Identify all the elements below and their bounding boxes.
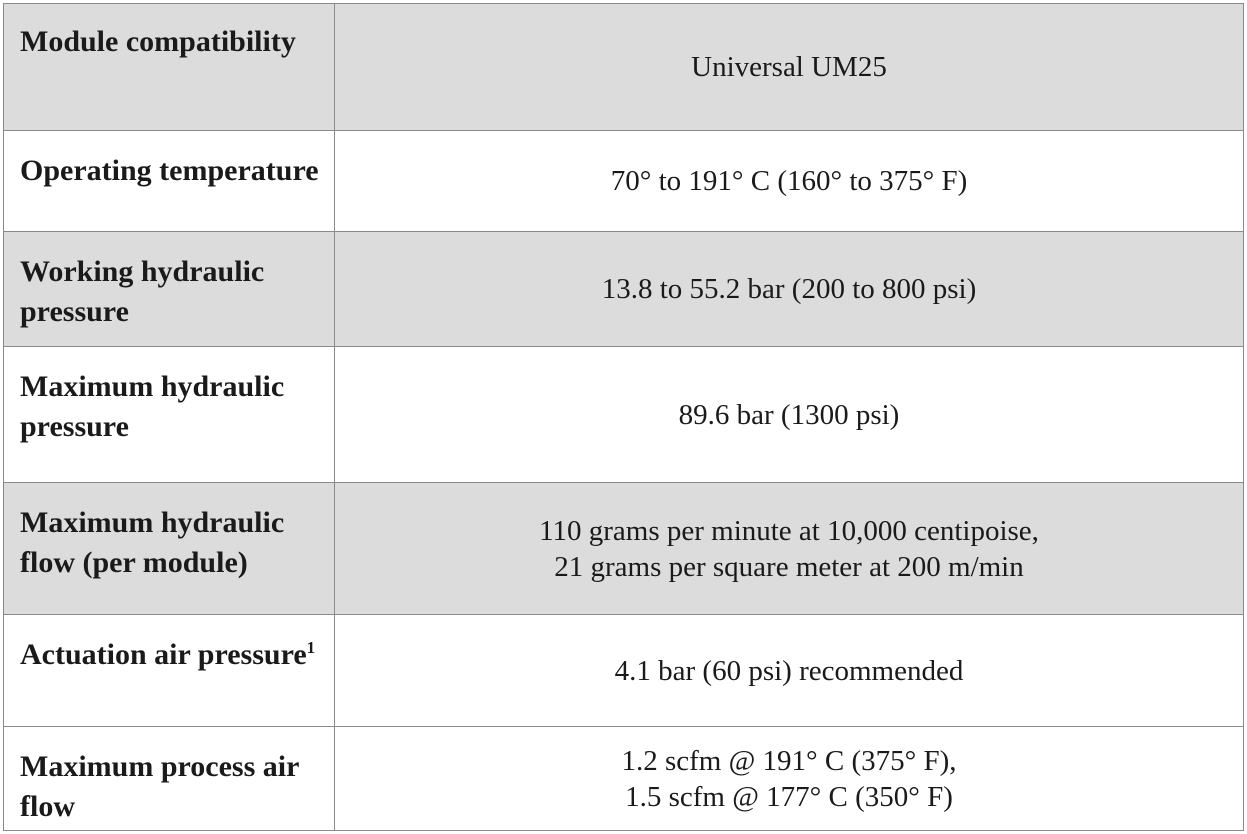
- row-value: 1.2 scfm @ 191° C (375° F), 1.5 scfm @ 17…: [334, 726, 1244, 831]
- value-line: Universal UM25: [691, 51, 887, 83]
- row-value: 110 grams per minute at 10,000 centipois…: [334, 482, 1244, 615]
- table-row: Operating temperature 70° to 191° C (160°…: [3, 130, 1244, 232]
- footnote-mark: 1: [306, 638, 316, 657]
- table-row: Actuation air pressure1 4.1 bar (60 psi) …: [3, 614, 1244, 727]
- row-label: Maximum process air flow: [3, 726, 335, 831]
- row-value: 89.6 bar (1300 psi): [334, 346, 1244, 483]
- row-label: Module compatibility: [3, 3, 335, 131]
- row-label: Operating temperature: [3, 130, 335, 232]
- table-row: Maximum hydraulic pressure 89.6 bar (1300…: [3, 346, 1244, 483]
- table-row: Working hydraulic pressure 13.8 to 55.2 b…: [3, 231, 1244, 347]
- row-label: Actuation air pressure1: [3, 614, 335, 727]
- label-text: Operating temperature: [20, 154, 319, 187]
- label-text: Working hydraulic pressure: [20, 255, 265, 328]
- label-text: Maximum hydraulic flow (per module): [20, 506, 285, 579]
- table-row: Maximum hydraulic flow (per module) 110 g…: [3, 482, 1244, 615]
- value-line: 1.2 scfm @ 191° C (375° F),: [621, 744, 957, 777]
- row-value: 13.8 to 55.2 bar (200 to 800 psi): [334, 231, 1244, 347]
- value-line: 110 grams per minute at 10,000 centipois…: [539, 514, 1039, 547]
- row-label: Working hydraulic pressure: [3, 231, 335, 347]
- value-line: 70° to 191° C (160° to 375° F): [610, 165, 968, 197]
- table-row: Module compatibility Universal UM25: [3, 3, 1244, 131]
- label-text: Maximum hydraulic pressure: [20, 370, 285, 443]
- value-line: 21 grams per square meter at 200 m/min: [554, 550, 1024, 583]
- table-row: Maximum process air flow 1.2 scfm @ 191° …: [3, 726, 1244, 831]
- row-label: Maximum hydraulic pressure: [3, 346, 335, 483]
- row-label: Maximum hydraulic flow (per module): [3, 482, 335, 615]
- value-line: 1.5 scfm @ 177° C (350° F): [625, 780, 953, 813]
- row-value: 70° to 191° C (160° to 375° F): [334, 130, 1244, 232]
- label-text: Actuation air pressure: [20, 638, 307, 671]
- row-value: Universal UM25: [334, 3, 1244, 131]
- value-line: 89.6 bar (1300 psi): [678, 398, 900, 431]
- row-value: 4.1 bar (60 psi) recommended: [334, 614, 1244, 727]
- label-text: Module compatibility: [20, 25, 296, 58]
- value-line: 4.1 bar (60 psi) recommended: [614, 654, 964, 687]
- value-line: 13.8 to 55.2 bar (200 to 800 psi): [601, 273, 977, 305]
- spec-table: Module compatibility Universal UM25 Operat…: [3, 3, 1244, 831]
- label-text: Maximum process air flow: [20, 750, 299, 823]
